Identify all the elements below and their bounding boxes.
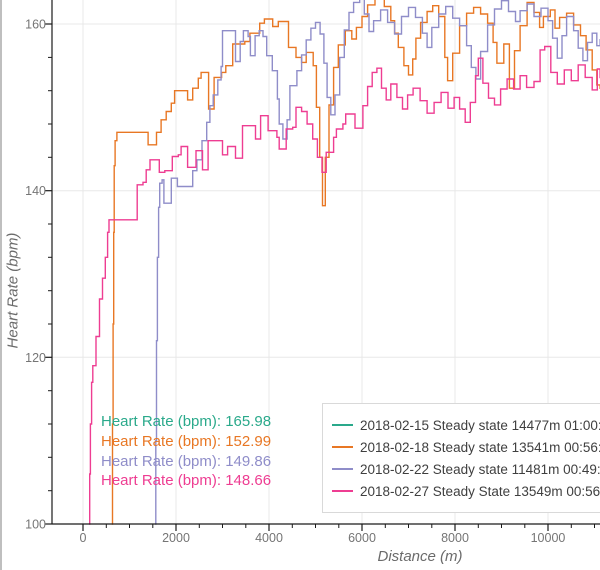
legend-swatch-line bbox=[332, 468, 353, 470]
legend-item-label: 2018-02-22 Steady state 11481m 00:49:1 bbox=[360, 461, 600, 477]
x-tick-label: 6000 bbox=[348, 531, 376, 545]
x-tick-label: 2000 bbox=[162, 531, 190, 545]
y-tick-label: 120 bbox=[25, 351, 46, 365]
average-hr-annotations: Heart Rate (bpm): 165.98 Heart Rate (bpm… bbox=[101, 412, 271, 491]
x-tick-label: 0 bbox=[80, 531, 87, 545]
legend-swatch-line bbox=[332, 490, 353, 492]
legend-item-label: 2018-02-15 Steady state 14477m 01:00:2 bbox=[360, 417, 600, 433]
legend-item-2018-02-15[interactable]: 2018-02-15 Steady state 14477m 01:00:2 bbox=[332, 414, 600, 436]
legend-swatch-line bbox=[332, 446, 353, 448]
y-tick-label: 140 bbox=[25, 184, 46, 198]
series-line-3 bbox=[89, 45, 600, 525]
avg-hr-annotation-3: Heart Rate (bpm): 149.86 bbox=[101, 452, 272, 470]
y-tick-label: 100 bbox=[25, 518, 46, 532]
window-left-edge bbox=[0, 0, 2, 570]
x-tick-label: 10000 bbox=[531, 531, 566, 545]
legend-swatch-line bbox=[332, 424, 353, 426]
x-tick-label: 8000 bbox=[441, 531, 469, 545]
legend-item-2018-02-18[interactable]: 2018-02-18 Steady state 13541m 00:56:0 bbox=[332, 436, 600, 458]
series-line-1 bbox=[111, 0, 600, 525]
legend-item-2018-02-22[interactable]: 2018-02-22 Steady state 11481m 00:49:1 bbox=[332, 458, 600, 480]
legend-item-label: 2018-02-18 Steady state 13541m 00:56:0 bbox=[360, 439, 600, 455]
avg-hr-annotation-1: Heart Rate (bpm): 165.98 bbox=[101, 413, 272, 430]
avg-hr-annotation-2: Heart Rate (bpm): 152.99 bbox=[101, 432, 272, 450]
legend-item-label: 2018-02-27 Steady State 13549m 00:56:4 bbox=[360, 483, 600, 499]
legend-box: 2018-02-15 Steady state 14477m 01:00:2 2… bbox=[322, 403, 600, 513]
x-tick-label: 4000 bbox=[255, 531, 283, 545]
series-line-2 bbox=[155, 0, 600, 525]
x-axis-title: Distance (m) bbox=[377, 548, 463, 565]
legend-item-2018-02-27[interactable]: 2018-02-27 Steady State 13549m 00:56:4 bbox=[332, 480, 600, 502]
avg-hr-annotation-4: Heart Rate (bpm): 148.66 bbox=[101, 472, 272, 490]
y-tick-label: 160 bbox=[25, 18, 46, 32]
y-axis-title: Heart Rate (bpm) bbox=[4, 232, 22, 349]
